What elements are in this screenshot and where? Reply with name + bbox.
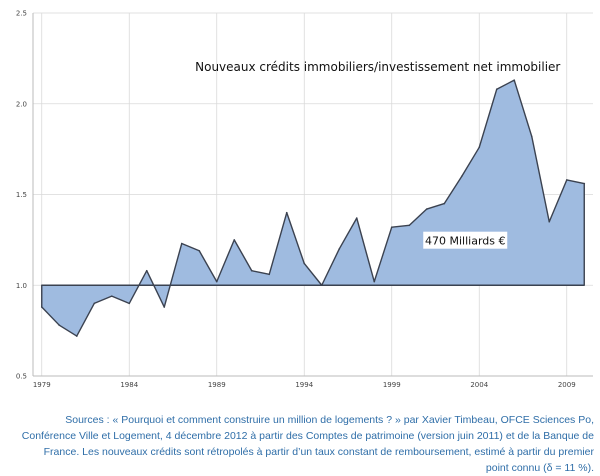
data-point [443, 202, 446, 205]
data-point [513, 79, 516, 81]
data-point [93, 302, 96, 305]
x-tick-label: 1984 [120, 381, 138, 389]
data-point [460, 175, 463, 178]
data-point [355, 217, 358, 219]
data-point [303, 262, 306, 265]
data-point [110, 295, 113, 297]
y-tick-label: 2.5 [16, 10, 27, 18]
data-point [198, 249, 201, 252]
data-point [565, 179, 568, 181]
series-area [40, 79, 586, 337]
data-point [268, 273, 271, 276]
x-tick-label: 1989 [208, 381, 226, 389]
data-point [285, 211, 288, 214]
annotation-label-box [423, 231, 508, 249]
data-point [373, 280, 376, 283]
data-point [425, 208, 428, 210]
x-tick-label: 2009 [558, 381, 576, 389]
y-tick-label: 1.0 [16, 282, 27, 290]
x-tick-label: 2004 [470, 381, 488, 389]
data-point [215, 280, 218, 283]
series-area-path [41, 79, 585, 337]
y-tick-label: 1.5 [16, 191, 27, 199]
data-point [145, 269, 148, 272]
data-point [163, 306, 166, 308]
annotation-total-label: 470 Milliards € [425, 235, 506, 248]
annotations: Nouveaux crédits immobiliers/investissem… [195, 60, 560, 249]
data-point [40, 306, 43, 308]
data-point [320, 284, 323, 287]
data-point [58, 324, 61, 326]
data-point [338, 248, 341, 250]
x-tick-label: 1979 [33, 381, 51, 389]
axes: 0.5 1.0 1.5 2.0 2.5 1979 1984 1989 1994 1999 2004 2… [16, 10, 593, 389]
y-tick-label: 0.5 [16, 373, 27, 381]
x-tick-label: 1994 [295, 381, 313, 389]
x-tick-label: 1999 [383, 381, 401, 389]
data-point [495, 88, 498, 91]
data-point [478, 146, 481, 149]
y-tick-label: 2.0 [16, 100, 27, 108]
data-point [180, 242, 183, 245]
data-point [390, 226, 393, 228]
data-point [233, 239, 236, 241]
data-point [250, 269, 253, 272]
data-point [548, 220, 551, 223]
data-point [128, 302, 131, 305]
data-point [530, 135, 533, 138]
source-note: Sources : « Pourquoi et comment construi… [21, 414, 594, 474]
data-point [408, 224, 411, 227]
area-chart: 0.5 1.0 1.5 2.0 2.5 1979 1984 1989 1994 1999 2004 2… [16, 10, 593, 389]
chart-annotation-title: Nouveaux crédits immobiliers/investissem… [195, 60, 560, 74]
data-point [583, 182, 586, 185]
data-point [75, 335, 78, 337]
